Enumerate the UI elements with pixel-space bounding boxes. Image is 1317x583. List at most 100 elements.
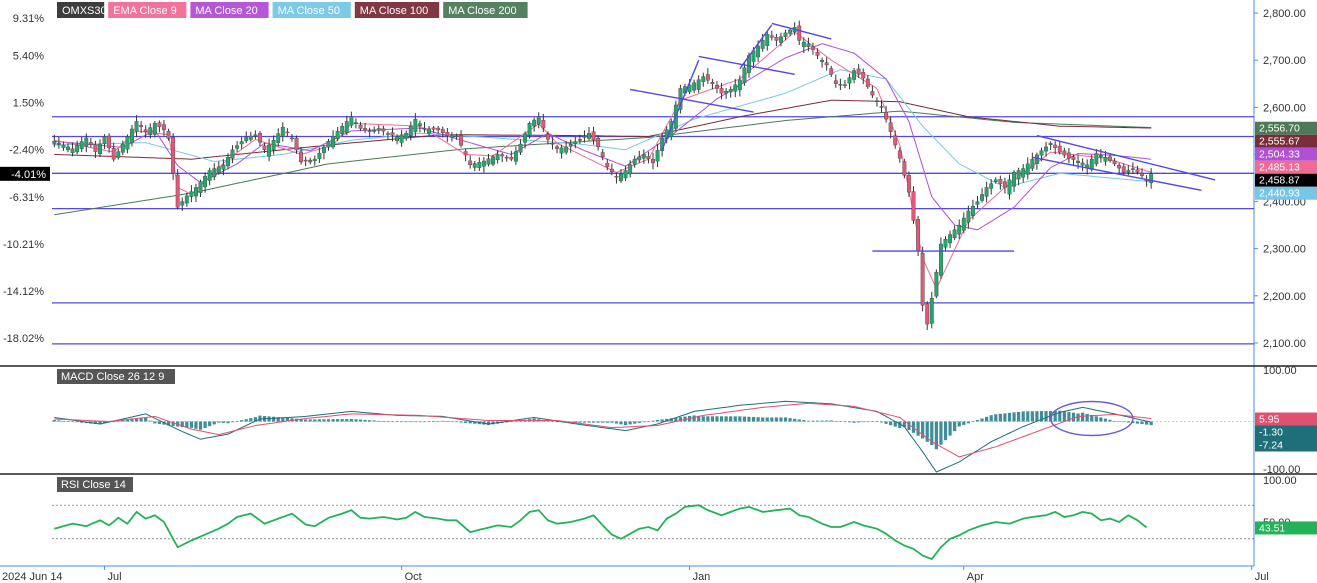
macd-value-tag-label: -1.30 <box>1259 426 1283 438</box>
macd-histogram-bar <box>121 420 125 422</box>
candle-body <box>614 175 619 178</box>
candle-body <box>180 201 185 206</box>
macd-histogram-bar <box>1039 411 1044 422</box>
macd-histogram-bar <box>605 421 609 423</box>
macd-histogram-bar <box>514 421 518 422</box>
candle-body <box>788 29 793 34</box>
candle-body <box>577 139 582 141</box>
macd-histogram-bar <box>194 421 198 429</box>
macd-histogram-bar <box>116 420 120 422</box>
macd-histogram-bar <box>747 416 751 422</box>
candle-body <box>806 43 811 47</box>
candle-body <box>619 173 623 181</box>
macd-histogram-bar <box>244 419 248 422</box>
macd-histogram-bar <box>829 420 833 422</box>
macd-histogram-bar <box>1026 411 1030 422</box>
macd-histogram-bar <box>1094 416 1098 422</box>
macd-histogram-bar <box>847 421 852 423</box>
candle-body <box>879 106 884 108</box>
candle-body <box>367 130 372 133</box>
candle-body <box>340 125 345 134</box>
current-percent-tag <box>0 166 50 181</box>
candle-body <box>303 159 308 162</box>
candle-body <box>1080 162 1085 166</box>
macd-histogram-bar <box>386 421 390 422</box>
candle-body <box>235 145 240 149</box>
candle-body <box>440 129 445 133</box>
macd-histogram-bar <box>171 421 175 426</box>
legend-label: OMXS30 <box>62 5 107 17</box>
candle-body <box>651 159 655 164</box>
candle-body <box>431 127 436 130</box>
ma100-line <box>54 99 1152 160</box>
candle-body <box>527 123 532 136</box>
macd-histogram-bar <box>779 417 783 422</box>
candle-body <box>353 122 358 124</box>
macd-histogram-bar <box>660 419 664 422</box>
macd-histogram-bar <box>582 421 587 423</box>
macd-histogram-bar <box>427 421 431 423</box>
macd-value-tag <box>1255 412 1317 426</box>
macd-histogram-bar <box>861 421 865 423</box>
candle-body <box>1021 168 1026 178</box>
candle-body <box>486 158 491 165</box>
macd-histogram-bar <box>1099 417 1103 422</box>
macd-histogram-bar <box>925 421 929 442</box>
macd-histogram-bar <box>459 421 463 423</box>
macd-histogram-bar <box>358 419 363 422</box>
macd-histogram-bar <box>1053 410 1057 422</box>
candle-body <box>390 132 395 136</box>
macd-histogram-bar <box>509 421 513 423</box>
macd-value-tag <box>1255 438 1317 452</box>
macd-histogram-bar <box>134 418 139 422</box>
candle-body <box>957 224 962 235</box>
macd-histogram-bar <box>354 419 358 422</box>
macd-histogram-bar <box>313 419 317 422</box>
candle-body <box>244 137 249 142</box>
candle-body <box>1076 160 1080 163</box>
candle-body <box>888 122 893 133</box>
candle-body <box>1112 160 1117 165</box>
price-right-tick-label: 2,100.00 <box>1263 338 1306 350</box>
candle-body <box>404 133 409 139</box>
candle-body <box>427 128 431 134</box>
macd-histogram-bar <box>957 421 961 427</box>
candle-body <box>125 136 130 150</box>
candle-body <box>413 118 418 133</box>
candle-body <box>449 135 454 138</box>
candle-body <box>290 137 294 140</box>
macd-histogram-bar <box>729 416 733 422</box>
candle-body <box>861 72 866 79</box>
candle-body <box>948 234 953 244</box>
candle-body <box>495 154 500 160</box>
legend-box <box>272 2 351 18</box>
candle-body <box>856 68 861 75</box>
candle-body <box>463 151 468 156</box>
macd-histogram-bar <box>61 420 66 422</box>
macd-histogram-bar <box>710 416 715 422</box>
price-right-tick-label: 2,600.00 <box>1263 102 1306 114</box>
candle-body <box>84 137 89 147</box>
candle-body <box>847 77 852 84</box>
candle-body <box>993 179 998 182</box>
macd-histogram-bar <box>1021 411 1025 422</box>
candle-body <box>381 128 386 132</box>
price-left-tick-label: -18.02% <box>3 333 44 345</box>
candle-body <box>417 123 422 126</box>
candle-body <box>541 120 546 129</box>
candle-body <box>285 131 290 134</box>
macd-histogram-bar <box>889 421 893 426</box>
macd-histogram-bar <box>148 420 152 422</box>
price-value-tag-label: 2,556.70 <box>1259 123 1300 135</box>
candle-body <box>399 134 404 143</box>
candle-body <box>1140 172 1144 176</box>
legend-label: MA Close 100 <box>360 5 428 17</box>
macd-histogram-bar <box>422 421 427 423</box>
candle-body <box>623 170 628 179</box>
candle-body <box>573 141 578 145</box>
candle-body <box>1016 170 1021 180</box>
macd-histogram-bar <box>902 421 906 428</box>
macd-histogram-bar <box>623 421 628 426</box>
macd-histogram-bar <box>249 418 253 422</box>
candle-body <box>696 79 701 90</box>
